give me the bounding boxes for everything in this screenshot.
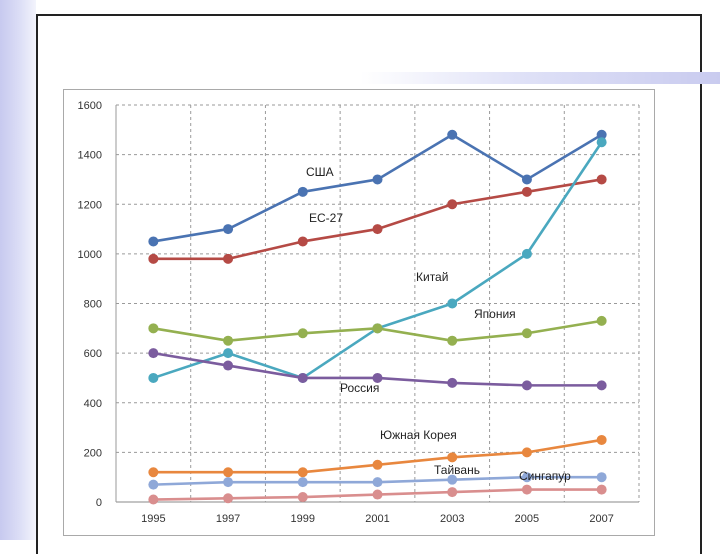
data-point-япония	[521, 328, 532, 339]
x-tick-label: 2001	[365, 513, 389, 525]
data-point-сша	[223, 224, 234, 235]
data-point-сша	[521, 174, 532, 185]
series-label: Китай	[416, 270, 448, 284]
series-label: Тайвань	[434, 463, 480, 477]
line-chart: 0 200 400 600 800 1000 1200 1400 1600 1995 1997 199…	[63, 89, 655, 536]
data-point-ес-27	[297, 236, 308, 247]
series-layer	[148, 129, 607, 505]
data-point-япония	[372, 323, 383, 334]
data-point-китай	[596, 137, 607, 148]
series-line-ес-27	[153, 178, 602, 261]
x-tick-label: 1995	[141, 513, 165, 525]
y-tick-label: 600	[84, 348, 102, 360]
data-point-россия	[596, 380, 607, 391]
data-point-россия	[372, 372, 383, 383]
data-point-япония	[148, 323, 159, 334]
data-point-тайвань	[596, 472, 607, 483]
data-point-сингапур	[148, 494, 159, 505]
data-point-южная-корея	[223, 467, 234, 478]
data-point-южная-корея	[447, 452, 458, 463]
data-point-сингапур	[223, 493, 234, 504]
data-point-сингапур	[372, 489, 383, 500]
data-point-китай	[521, 248, 532, 259]
series-label: ЕС-27	[309, 211, 343, 225]
x-tick-label: 1999	[291, 513, 315, 525]
data-point-сша	[596, 129, 607, 140]
data-point-ес-27	[447, 199, 458, 210]
y-tick-label: 400	[84, 398, 102, 410]
x-tick-label: 2005	[515, 513, 539, 525]
data-point-япония	[223, 335, 234, 346]
data-point-ес-27	[372, 224, 383, 235]
data-point-южная-корея	[521, 447, 532, 458]
axis-layer: 0 200 400 600 800 1000 1200 1400 1600 1995 1997 199…	[78, 100, 614, 525]
data-point-япония	[447, 335, 458, 346]
data-point-южная-корея	[297, 467, 308, 478]
data-point-южная-корея	[372, 459, 383, 470]
data-point-россия	[521, 380, 532, 391]
grid-layer	[115, 104, 640, 503]
series-label: Япония	[474, 307, 516, 321]
data-point-южная-корея	[148, 467, 159, 478]
slide-frame	[36, 14, 702, 554]
data-point-сша	[447, 129, 458, 140]
data-point-россия	[297, 372, 308, 383]
data-point-ес-27	[521, 186, 532, 197]
data-point-китай	[223, 348, 234, 359]
title-accent-bar	[360, 72, 720, 84]
y-tick-label: 200	[84, 447, 102, 459]
data-point-тайвань	[148, 479, 159, 490]
data-point-япония	[596, 315, 607, 326]
chart-svg: 0 200 400 600 800 1000 1200 1400 1600 1995 1997 199…	[78, 100, 640, 525]
x-tick-label: 1997	[216, 513, 240, 525]
data-point-тайвань	[521, 472, 532, 483]
data-point-япония	[297, 328, 308, 339]
data-point-сингапур	[297, 492, 308, 503]
data-point-китай	[148, 372, 159, 383]
y-tick-label: 800	[84, 299, 102, 311]
data-point-тайвань	[297, 477, 308, 488]
series-label: США	[306, 165, 334, 179]
data-point-сингапур	[521, 484, 532, 495]
x-tick-label: 2007	[589, 513, 613, 525]
data-point-россия	[223, 360, 234, 371]
series-label: Россия	[340, 381, 379, 395]
data-point-сингапур	[596, 484, 607, 495]
data-point-россия	[447, 377, 458, 388]
data-point-тайвань	[372, 477, 383, 488]
y-tick-label: 1600	[78, 100, 102, 112]
series-label: Южная Корея	[380, 428, 457, 442]
data-point-тайвань	[447, 474, 458, 485]
data-point-сингапур	[447, 487, 458, 498]
data-point-сша	[297, 186, 308, 197]
data-point-сша	[148, 236, 159, 247]
data-point-сша	[372, 174, 383, 185]
data-point-ес-27	[223, 253, 234, 264]
data-point-китай	[447, 298, 458, 309]
data-point-ес-27	[148, 253, 159, 264]
left-decorative-gradient	[0, 0, 36, 540]
y-tick-label: 1000	[78, 249, 102, 261]
x-tick-label: 2003	[440, 513, 464, 525]
data-point-ес-27	[596, 174, 607, 185]
y-tick-label: 0	[96, 497, 102, 509]
data-point-россия	[148, 348, 159, 359]
data-point-южная-корея	[596, 434, 607, 445]
y-tick-label: 1400	[78, 150, 102, 162]
series-label: Сингапур	[519, 469, 571, 483]
y-tick-label: 1200	[78, 199, 102, 211]
data-point-тайвань	[223, 477, 234, 488]
label-layer: США ЕС-27 Китай Япония Россия Южная Корея Тайв…	[306, 165, 571, 483]
